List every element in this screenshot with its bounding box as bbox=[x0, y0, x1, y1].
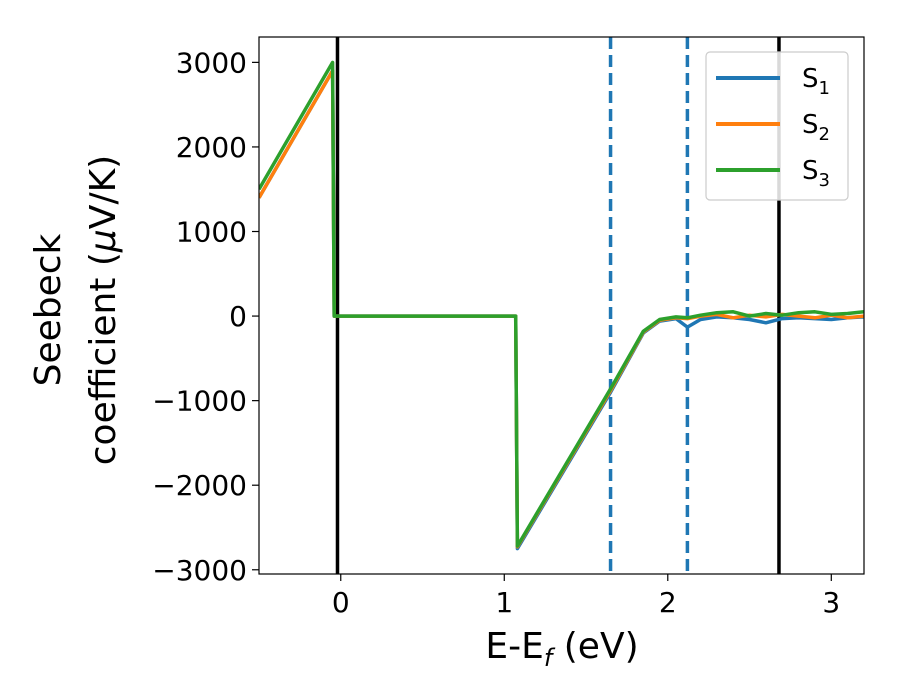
x-tick-label-0: 0 bbox=[332, 586, 350, 619]
x-tick-label-2: 2 bbox=[659, 586, 677, 619]
y-tick-label-0: −3000 bbox=[152, 554, 247, 587]
y-axis-title-line1: Seebeck bbox=[28, 233, 69, 386]
plot-frame bbox=[258, 36, 865, 575]
x-tick-label-3: 3 bbox=[822, 586, 840, 619]
y-axis-title-mu: μ bbox=[83, 229, 124, 253]
legend-label-subscript: 3 bbox=[819, 170, 830, 191]
y-tick-label-1: −2000 bbox=[152, 469, 247, 502]
y-tick-label-5: 2000 bbox=[176, 131, 247, 164]
y-axis-title: Seebeck coefficient (μV/K) bbox=[28, 155, 124, 465]
legend-label-subscript: 1 bbox=[819, 78, 830, 99]
x-axis: 0 1 2 3 bbox=[332, 574, 840, 619]
series-line-s3 bbox=[259, 60, 864, 548]
legend-label-subscript: 2 bbox=[819, 124, 830, 145]
x-tick-label-1: 1 bbox=[495, 586, 513, 619]
y-tick-label-2: −1000 bbox=[152, 385, 247, 418]
y-axis-title-line2: coefficient (μV/K) bbox=[83, 155, 124, 465]
x-axis-title: E-Ef (eV) bbox=[485, 626, 638, 672]
series-layer bbox=[259, 60, 864, 551]
y-axis: −3000 −2000 −1000 0 1000 2000 3000 bbox=[152, 46, 259, 587]
y-tick-label-6: 3000 bbox=[176, 46, 247, 79]
y-tick-label-4: 1000 bbox=[176, 216, 247, 249]
y-tick-label-3: 0 bbox=[229, 300, 247, 333]
y-axis-title-unit: V/K) bbox=[83, 155, 124, 229]
x-axis-title-unit: (eV) bbox=[552, 626, 638, 667]
